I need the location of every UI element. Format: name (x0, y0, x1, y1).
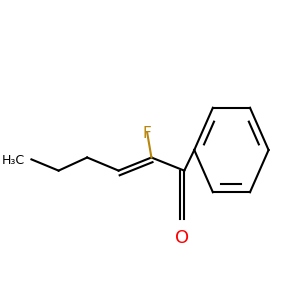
Text: F: F (143, 126, 152, 141)
Text: H₃C: H₃C (2, 154, 25, 167)
Text: O: O (175, 229, 189, 247)
